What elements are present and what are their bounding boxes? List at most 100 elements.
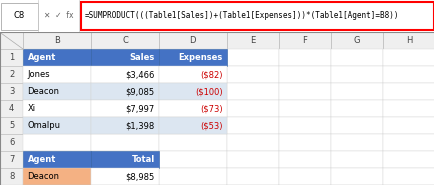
Bar	[382, 117, 434, 134]
Bar	[23, 151, 91, 168]
Bar	[158, 49, 226, 66]
Text: 7: 7	[9, 155, 14, 164]
Bar	[91, 66, 158, 83]
Text: B: B	[54, 36, 60, 45]
Bar	[23, 168, 91, 185]
Bar	[278, 49, 330, 66]
Bar	[0, 117, 23, 134]
Bar	[0, 83, 23, 100]
Bar	[23, 83, 91, 100]
Text: $1,398: $1,398	[125, 121, 155, 130]
Bar	[226, 151, 278, 168]
Bar	[278, 168, 330, 185]
Bar	[278, 66, 330, 83]
Bar	[91, 117, 158, 134]
Bar	[226, 32, 278, 49]
Bar	[158, 168, 226, 185]
Bar	[382, 100, 434, 117]
Text: C8: C8	[14, 11, 25, 20]
Bar	[226, 134, 278, 151]
Bar	[23, 100, 91, 117]
Bar	[91, 32, 158, 49]
Bar	[91, 100, 158, 117]
Text: ($100): ($100)	[194, 87, 222, 96]
Text: 4: 4	[9, 104, 14, 113]
Bar	[91, 134, 158, 151]
Bar	[23, 151, 91, 168]
Text: ($53): ($53)	[200, 121, 222, 130]
Bar	[91, 151, 158, 168]
Text: Sales: Sales	[129, 53, 155, 62]
Text: Deacon: Deacon	[27, 172, 59, 181]
Bar	[91, 49, 158, 66]
Bar	[23, 66, 91, 83]
Bar	[91, 117, 158, 134]
Bar	[382, 49, 434, 66]
Bar	[158, 134, 226, 151]
Text: $9,085: $9,085	[125, 87, 155, 96]
Bar	[330, 66, 382, 83]
Bar	[330, 151, 382, 168]
Bar	[91, 151, 158, 168]
Bar	[382, 83, 434, 100]
Bar	[91, 49, 158, 66]
Bar	[226, 49, 278, 66]
Bar	[23, 49, 91, 66]
Text: 6: 6	[9, 138, 14, 147]
Bar	[278, 83, 330, 100]
Text: ✕  ✓  fx: ✕ ✓ fx	[44, 11, 74, 20]
Bar	[226, 66, 278, 83]
Bar	[226, 168, 278, 185]
Bar	[158, 66, 226, 83]
Bar	[0, 66, 23, 83]
Bar	[0, 32, 23, 49]
Text: =SUMPRODUCT(((Table1[Sales])+(Table1[Expenses]))*(Table1[Agent]=B8)): =SUMPRODUCT(((Table1[Sales])+(Table1[Exp…	[84, 11, 398, 20]
Bar	[23, 32, 91, 49]
Bar	[382, 134, 434, 151]
Bar	[91, 168, 158, 185]
Bar	[226, 83, 278, 100]
Text: E: E	[250, 36, 255, 45]
Text: $3,466: $3,466	[125, 70, 155, 79]
Bar	[158, 100, 226, 117]
Bar	[382, 66, 434, 83]
Bar	[330, 134, 382, 151]
Bar	[330, 168, 382, 185]
Text: 5: 5	[9, 121, 14, 130]
Bar	[91, 83, 158, 100]
Bar	[330, 83, 382, 100]
Text: Omalpu: Omalpu	[27, 121, 60, 130]
Text: $8,985: $8,985	[125, 172, 155, 181]
Bar	[158, 83, 226, 100]
Text: 1: 1	[9, 53, 14, 62]
Bar	[0, 49, 23, 66]
Bar	[0, 168, 23, 185]
Bar	[158, 66, 226, 83]
Text: $7,997: $7,997	[125, 104, 155, 113]
Bar	[23, 49, 91, 66]
Bar	[0, 134, 23, 151]
Text: F: F	[302, 36, 306, 45]
Bar	[158, 117, 226, 134]
Bar	[158, 49, 226, 66]
Bar	[81, 2, 433, 30]
Bar	[23, 134, 91, 151]
Text: Xi: Xi	[27, 104, 36, 113]
Bar	[23, 100, 91, 117]
Bar	[278, 32, 330, 49]
Text: 8: 8	[9, 172, 14, 181]
Bar	[226, 100, 278, 117]
Bar	[278, 151, 330, 168]
Bar	[0, 151, 23, 168]
Bar	[23, 66, 91, 83]
Bar	[278, 100, 330, 117]
Text: Agent: Agent	[27, 53, 56, 62]
Bar	[158, 83, 226, 100]
Bar	[330, 117, 382, 134]
Bar	[91, 83, 158, 100]
Bar	[382, 151, 434, 168]
Text: 3: 3	[9, 87, 14, 96]
Bar	[23, 83, 91, 100]
Bar	[1, 3, 38, 30]
Text: 2: 2	[9, 70, 14, 79]
